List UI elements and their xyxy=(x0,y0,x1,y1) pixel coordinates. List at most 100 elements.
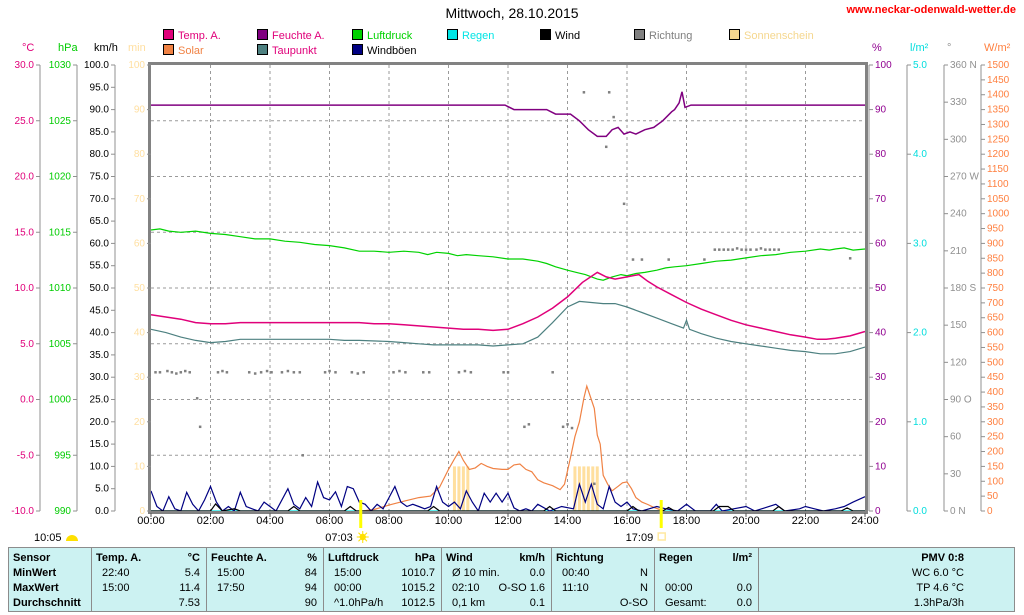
cell-value: 94 xyxy=(304,582,317,594)
table-section-header: Temp. A. °C xyxy=(92,551,206,566)
series-richtung-dot xyxy=(718,248,721,251)
page-title: Mittwoch, 28.10.2015 xyxy=(445,5,579,21)
axis-tick-label: 25.0 xyxy=(90,395,110,406)
series-richtung-dot xyxy=(527,423,531,426)
windboeen-legend-swatch-icon xyxy=(352,44,363,55)
axis-tick-label: 1015 xyxy=(49,227,72,238)
series-richtung-dot xyxy=(457,371,461,374)
axis-tick-label: 75.0 xyxy=(90,172,110,183)
series-richtung-dot xyxy=(755,248,758,251)
series-sonnenschein-bar xyxy=(595,466,599,511)
cell-value: 1010.7 xyxy=(401,567,435,579)
axis-tick-label: 20.0 xyxy=(15,172,35,183)
cell-time: Gesamt: xyxy=(665,597,707,609)
series-richtung-dot xyxy=(777,248,781,251)
series-richtung-dot xyxy=(731,248,734,251)
legend-label: Solar xyxy=(178,45,204,57)
x-axis-label: 18:00 xyxy=(673,515,701,527)
axis-tick-label: 1025 xyxy=(49,116,72,127)
cell-time xyxy=(92,596,102,611)
table-section-header: Luftdruck hPa xyxy=(324,551,441,566)
axis-tick-label: 210 xyxy=(950,246,967,257)
table-section-richtung: Richtung 00:40 N 11:10 N O-SO xyxy=(551,548,654,611)
legend-item-wind: Wind xyxy=(540,29,581,42)
series-richtung-dot xyxy=(469,371,473,374)
table-cell-row: 02:10 O-SO 1.6 xyxy=(442,581,551,596)
table-cell-row: ^1.0hPa/h 1012.5 xyxy=(324,596,441,611)
axis-tick-label: 1020 xyxy=(49,172,72,183)
column-name: Wind xyxy=(446,552,473,564)
legend-label: Feuchte A. xyxy=(272,30,325,42)
axis-tick-label: 10.0 xyxy=(15,283,35,294)
x-axis-label: 16:00 xyxy=(613,515,641,527)
series-richtung-dot xyxy=(640,258,644,261)
regen-legend-swatch-icon xyxy=(447,29,458,40)
column-name: Temp. A. xyxy=(96,552,142,564)
axis-tick-label: 30.0 xyxy=(15,60,35,71)
table-section-wind: Wind km/h Ø 10 min. 0.0 02:10 O-SO 1.6 0,1 km 0… xyxy=(441,548,551,611)
cell-value: 90 xyxy=(304,597,317,609)
axis-tick-label: 350 xyxy=(987,402,1004,413)
series-richtung-dot xyxy=(323,371,327,374)
axis-tick-label: 850 xyxy=(987,253,1004,264)
axis-tick-label: 950 xyxy=(987,224,1004,235)
cell-value: 7.53 xyxy=(178,597,200,609)
series-sonnenschein-bar xyxy=(573,466,577,511)
cell-value: 1012.5 xyxy=(401,597,435,609)
weather-table: Sensor MinWert MaxWert Durchschnitt Temp. A.… xyxy=(8,547,1015,612)
website-link[interactable]: www.neckar-odenwald-wetter.de xyxy=(846,4,1016,16)
series-richtung-dot xyxy=(463,369,467,373)
cell-value: 1015.2 xyxy=(401,582,435,594)
series-richtung-dot xyxy=(848,257,852,260)
series-richtung-dot xyxy=(259,371,263,374)
cell-time xyxy=(207,596,217,611)
cell-value: 5.4 xyxy=(184,567,200,579)
legend-label: Regen xyxy=(462,30,495,42)
axis-tick-label: 5.0 xyxy=(913,60,927,71)
taupunkt-legend-swatch-icon xyxy=(257,44,268,55)
axis-tick-label: 90 xyxy=(134,105,146,116)
marker-time-17:09: 17:09 xyxy=(626,532,654,544)
axis-tick-label: 10 xyxy=(875,461,887,472)
column-name: Regen xyxy=(659,552,693,564)
axis-header-°C: °C xyxy=(22,42,34,54)
axis-tick-label: 1500 xyxy=(987,60,1010,71)
axis-tick-label: 100.0 xyxy=(84,60,109,71)
axis-tick-label: 0.0 xyxy=(20,395,34,406)
axis-header-km/h: km/h xyxy=(94,42,118,54)
cell-value: 84 xyxy=(304,567,317,579)
axis-tick-label: 450 xyxy=(987,372,1004,383)
series-richtung-dot xyxy=(301,454,305,457)
axis-header-%: % xyxy=(872,42,882,54)
series-richtung-dot xyxy=(247,371,251,374)
axis-tick-label: 30 xyxy=(134,372,146,383)
axis-tick-label: 0 xyxy=(987,506,993,517)
axis-tick-label: 30 xyxy=(950,469,962,480)
series-feuchte-line xyxy=(151,91,865,138)
table-cell-row: TP 4.6 °C xyxy=(916,582,964,594)
axis-tick-label: 40 xyxy=(134,328,146,339)
series-richtung-dot xyxy=(502,371,505,374)
sunset-square-icon xyxy=(657,532,666,541)
axis-tick-label: 90.0 xyxy=(90,105,110,116)
axis-tick-label: 90 O xyxy=(950,395,972,406)
x-axis-label: 04:00 xyxy=(256,515,284,527)
legend-label: Luftdruck xyxy=(367,30,413,42)
weather-chart: °C -10.0 -5.0 0.0 5.0 10.0 15.0 20.0 25.0 30.0 hPa… xyxy=(11,42,1010,544)
axis-tick-label: 100 xyxy=(987,476,1004,487)
series-richtung-dot xyxy=(225,371,229,374)
axis-tick-label: 55.0 xyxy=(90,261,110,272)
feuchte-legend-swatch-icon xyxy=(257,29,268,40)
legend-label: Wind xyxy=(555,30,581,42)
table-cell-row: 7.53 xyxy=(92,596,206,611)
axis-tick-label: 1250 xyxy=(987,134,1010,145)
axis-tick-label: 650 xyxy=(987,313,1004,324)
cell-time: 0,1 km xyxy=(452,597,486,609)
series-richtung-dot xyxy=(265,369,269,373)
series-richtung-dot xyxy=(292,371,296,374)
axis-tick-label: -10.0 xyxy=(11,506,34,517)
axis-tick-label: 500 xyxy=(987,357,1004,368)
axis-tick-label: 40 xyxy=(875,328,887,339)
cell-time: 15:00 xyxy=(334,567,362,579)
series-richtung-dot xyxy=(298,371,302,374)
